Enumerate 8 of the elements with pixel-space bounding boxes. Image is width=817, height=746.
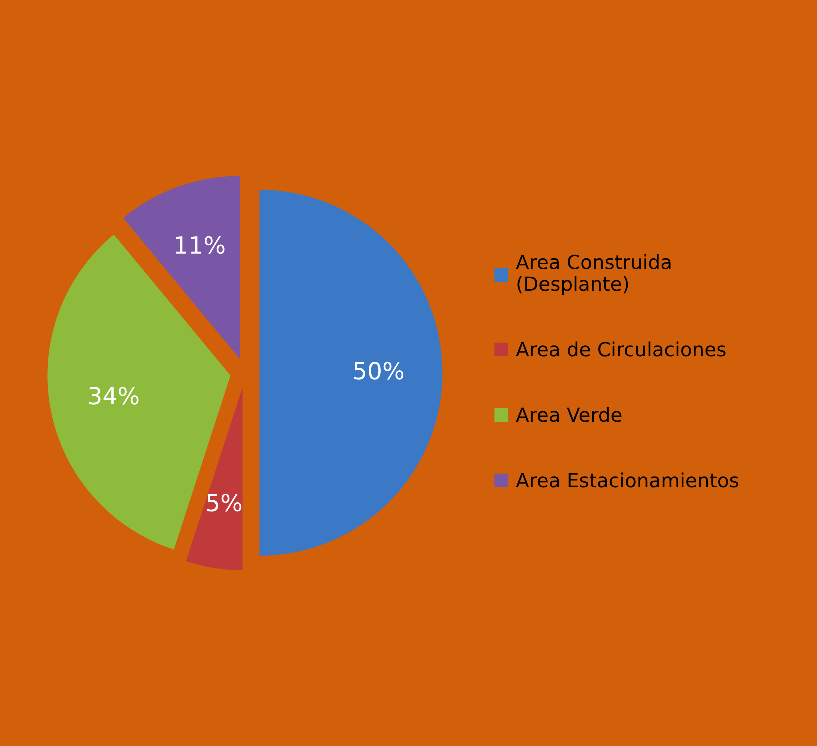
data-label: 5% [207,494,242,512]
legend-label: Area Estacionamientos [516,472,738,488]
legend-label: Area Verde [516,407,622,422]
legend-label: Area Construida (Desplante) [516,254,671,296]
data-label: 11% [176,236,225,254]
legend-label: Area de Circulaciones [516,342,726,357]
data-label: 50% [354,362,404,380]
data-label: 34% [89,387,139,405]
